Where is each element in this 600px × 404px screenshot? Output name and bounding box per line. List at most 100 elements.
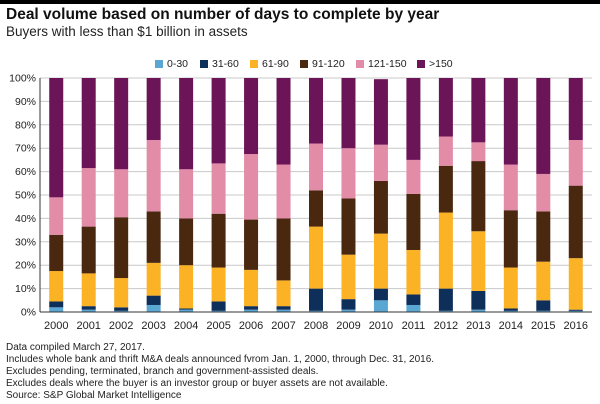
- bar-segment: [503, 78, 518, 165]
- chart-legend: 0-30 31-60 61-90 91-120 121-150 >150: [155, 57, 455, 73]
- bar-segment: [244, 219, 259, 270]
- bar-segment: [341, 78, 356, 149]
- legend-label-61-90: 61-90: [262, 58, 289, 70]
- bar-segment: [341, 254, 356, 300]
- legend-swatch-91-120: [300, 60, 308, 68]
- x-tick-label: 2011: [402, 320, 426, 332]
- bar-segment: [114, 217, 129, 279]
- x-tick-label: 2015: [531, 320, 555, 332]
- bar-segment: [471, 309, 486, 312]
- x-tick-label: 2004: [174, 320, 198, 332]
- bar-segment: [503, 164, 518, 211]
- bar-segment: [568, 78, 583, 141]
- bar-segment: [146, 262, 161, 296]
- x-tick-label: 2003: [141, 320, 165, 332]
- footnote-source: Source: S&P Global Market Intelligence: [6, 390, 182, 401]
- footnote-scope: Includes whole bank and thrift M&A deals…: [6, 354, 435, 365]
- x-tick-label: 2005: [206, 320, 230, 332]
- bar-segment: [49, 234, 64, 272]
- bar-segment: [568, 310, 583, 312]
- bar-segment: [179, 309, 194, 312]
- y-tick-label: 80%: [15, 119, 36, 131]
- bar-segment: [179, 265, 194, 309]
- bar-segment: [438, 310, 453, 312]
- bar-segment: [568, 140, 583, 186]
- bar-segment: [471, 78, 486, 143]
- legend-swatch-0-30: [155, 60, 163, 68]
- stacked-bar-chart: 0% 10% 20% 30% 40% 50% 60% 70% 80% 90% 100% 2000 200…: [9, 73, 592, 332]
- x-tick-label: 2000: [44, 320, 68, 332]
- bar-segment: [406, 193, 421, 250]
- bar-segment: [536, 300, 551, 311]
- bar-segment: [114, 78, 129, 170]
- y-tick-label: 90%: [15, 96, 36, 108]
- y-tick-label: 50%: [15, 190, 36, 202]
- bar-segment: [179, 169, 194, 219]
- legend-swatch-over-150: [417, 60, 425, 68]
- bar-segment: [406, 294, 421, 305]
- bar-segment: [373, 144, 388, 181]
- bar-segment: [276, 306, 291, 310]
- bar-segment: [438, 136, 453, 166]
- x-tick-label: 2009: [336, 320, 360, 332]
- legend-label-91-120: 91-120: [312, 58, 345, 70]
- bar-segment: [146, 140, 161, 212]
- x-tick-label: 2010: [369, 320, 393, 332]
- bar-segment: [179, 308, 194, 310]
- bar-segment: [146, 211, 161, 263]
- x-tick-label: 2014: [499, 320, 523, 332]
- bar-segment: [146, 78, 161, 141]
- bar-segment: [536, 173, 551, 212]
- y-tick-label: 0%: [21, 307, 36, 319]
- bar-segment: [114, 310, 129, 312]
- bar-segment: [536, 261, 551, 301]
- bar-segment: [276, 280, 291, 307]
- footnote-compiled-date: Data compiled March 27, 2017.: [6, 342, 145, 353]
- bar-segment: [276, 309, 291, 312]
- legend-swatch-61-90: [250, 60, 258, 68]
- bar-segment: [81, 168, 96, 227]
- bar-segment: [211, 310, 226, 312]
- bar-segment: [373, 180, 388, 234]
- bar-segment: [536, 78, 551, 174]
- legend-label-31-60: 31-60: [212, 58, 239, 70]
- bar-segment: [211, 213, 226, 268]
- footnotes: Data compiled March 27, 2017. Includes w…: [6, 342, 594, 402]
- bar-segment: [406, 78, 421, 160]
- bar-segment: [179, 218, 194, 266]
- bar-segment: [503, 267, 518, 309]
- x-tick-label: 2001: [76, 320, 100, 332]
- bar-segment: [406, 249, 421, 295]
- bar-segment: [276, 218, 291, 281]
- x-tick-label: 2002: [109, 320, 133, 332]
- footnote-buyer-exclusions: Excludes deals where the buyer is an inv…: [6, 378, 388, 389]
- bar-segment: [276, 78, 291, 165]
- bar-segment: [568, 185, 583, 259]
- legend-swatch-31-60: [200, 60, 208, 68]
- bar-segment: [244, 309, 259, 312]
- bar-segment: [438, 212, 453, 289]
- chart-subtitle: Buyers with less than $1 billion in asse…: [6, 24, 248, 39]
- legend-label-0-30: 0-30: [167, 58, 189, 70]
- bar-segment: [81, 226, 96, 274]
- y-tick-label: 70%: [15, 143, 36, 155]
- bar-segment: [568, 258, 583, 310]
- bar-segment: [373, 300, 388, 312]
- bar-segment: [146, 295, 161, 305]
- bar-segment: [471, 290, 486, 310]
- bar-segment: [438, 78, 453, 137]
- bar-segment: [309, 288, 323, 311]
- bar-segment: [341, 148, 356, 199]
- bar-segment: [49, 78, 64, 198]
- y-tick-label: 100%: [9, 73, 36, 85]
- bar-segment: [309, 143, 323, 191]
- bar-segment: [341, 299, 356, 310]
- x-tick-label: 2008: [304, 320, 328, 332]
- bar-segment: [244, 78, 259, 155]
- bar-segment: [438, 165, 453, 213]
- bar-segment: [341, 198, 356, 255]
- x-tick-label: 2006: [239, 320, 263, 332]
- bar-segment: [309, 226, 323, 289]
- bar-segment: [114, 169, 129, 218]
- bar-segment: [471, 161, 486, 232]
